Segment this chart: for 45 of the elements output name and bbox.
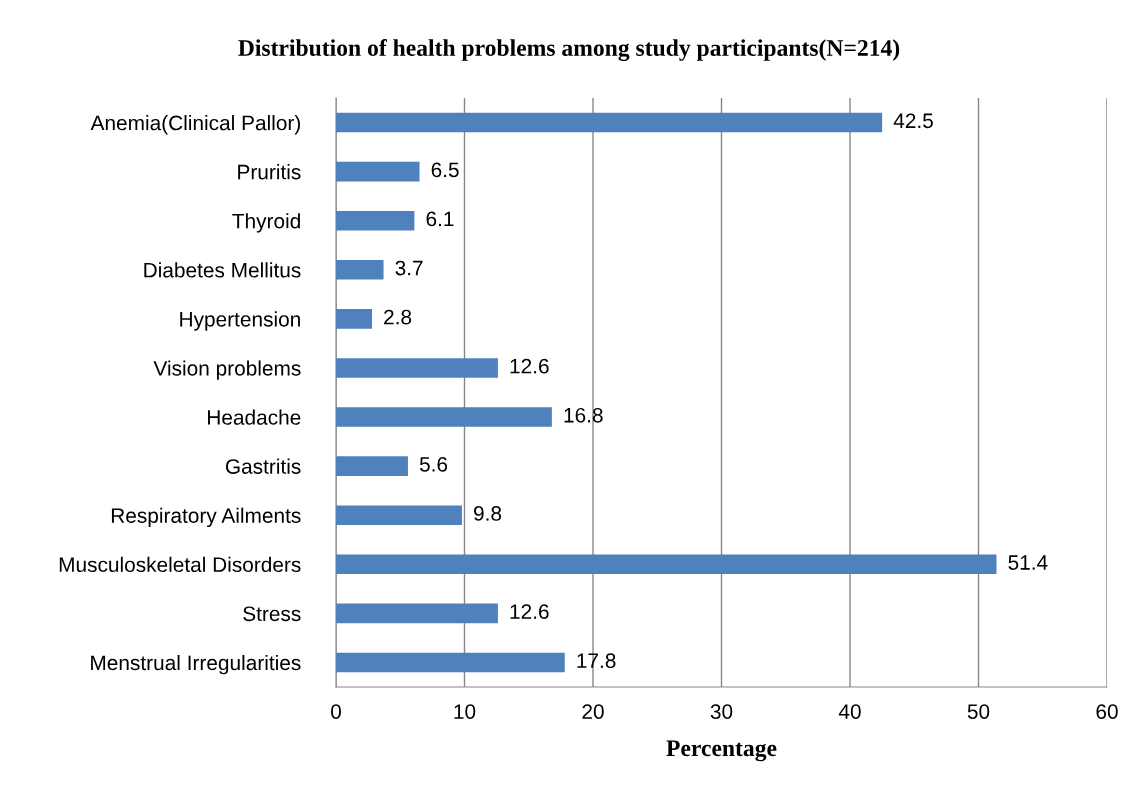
data-label: 17.8 [577,653,616,669]
data-label: 12.6 [510,358,549,374]
bar [336,407,552,427]
bar [336,554,997,575]
y-tick-label: Respiratory Ailments [111,507,301,528]
y-tick-label: Pruritis [238,164,301,180]
x-tick-label: 60 [1096,704,1118,719]
x-tick-label: 0 [331,704,341,719]
y-tick-label: Anemia(Clinical Pallor) [90,114,300,135]
bar [336,358,498,378]
bar [336,652,565,673]
data-label: 9.8 [474,506,502,521]
y-tick-label: Musculoskeletal Disorders [59,556,301,573]
x-tick-label: 20 [582,704,604,719]
x-tick-label: 40 [838,704,861,719]
y-tick-label: Thyroid [232,213,300,233]
data-label: 6.5 [431,162,459,178]
data-label: 16.8 [564,407,603,423]
y-tick-label: Menstrual Irregularities [91,654,301,675]
data-label: 2.8 [384,309,412,325]
data-label: 51.4 [1008,555,1048,570]
x-tick-label: 30 [710,704,733,719]
y-tick-label: Diabetes Mellitus [144,262,301,278]
bar [336,112,883,133]
bar [336,603,498,624]
bar [336,505,462,526]
bar [336,161,420,182]
x-tick-label: 50 [967,704,990,719]
data-label: 42.5 [893,113,933,129]
y-tick-label: Headache [208,409,301,425]
chart-title: Distribution of health problems among study participants(N=214) [238,39,900,61]
x-axis-title: Percentage [666,740,777,762]
data-label: 6.1 [426,211,454,227]
bar [336,259,384,280]
bar [336,309,372,329]
x-tick-label: 10 [454,704,476,719]
data-label: 12.6 [510,604,549,619]
bar [336,456,408,476]
y-tick-label: Hypertension [180,311,300,331]
y-tick-label: Gastritis [225,458,301,474]
y-tick-label: Stress [243,606,301,622]
data-label: 3.7 [395,260,423,276]
bar [336,210,415,231]
y-tick-label: Vision problems [153,360,301,380]
data-label: 5.6 [419,456,448,472]
